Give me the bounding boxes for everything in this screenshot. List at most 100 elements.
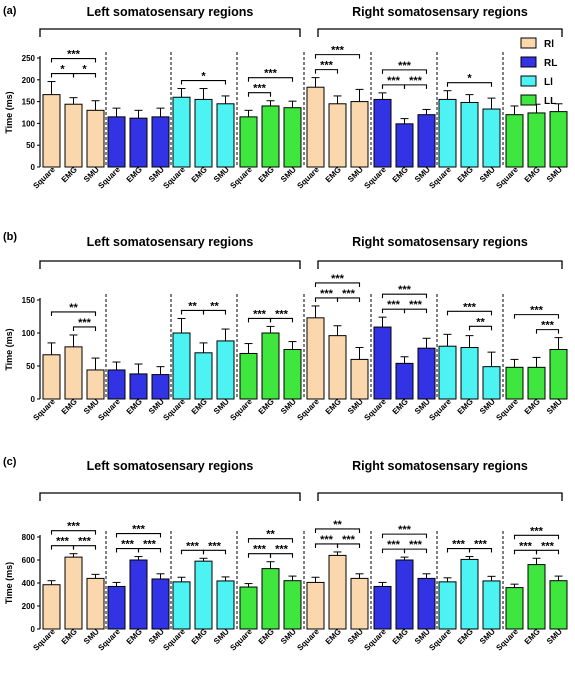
significance-label: ***: [275, 308, 289, 320]
significance-label: ***: [208, 540, 222, 552]
y-tick-label: 50: [26, 141, 35, 150]
bar: [261, 105, 280, 168]
left-region-label: Left somatosensary regions: [87, 235, 254, 249]
y-tick-label: 100: [22, 329, 36, 338]
legend-swatch: [520, 56, 537, 68]
category-label: Square: [494, 627, 520, 653]
category-label: SMU: [478, 627, 497, 646]
bar: [239, 116, 258, 168]
y-axis-label: Time (ms): [4, 328, 14, 370]
significance-label: ***: [320, 60, 334, 72]
bar: [417, 114, 436, 168]
left-region-bracket: [39, 492, 301, 501]
significance-bracket: [403, 84, 428, 89]
bar: [283, 107, 302, 168]
category-label: Square: [362, 627, 388, 653]
y-tick-label: 200: [22, 602, 36, 611]
significance-bracket: [137, 547, 162, 553]
significance-bracket: [535, 329, 560, 334]
bar: [306, 581, 325, 630]
category-label: EMG: [190, 397, 209, 416]
y-axis-label: Time (ms): [4, 562, 14, 604]
legend-label: LL: [544, 96, 556, 107]
bar: [283, 580, 302, 630]
significance-bracket: [247, 77, 294, 82]
bar: [438, 581, 457, 630]
significance-label: ***: [463, 301, 477, 313]
bar: [151, 578, 170, 630]
significance-label: ***: [264, 68, 278, 80]
significance-label: ***: [398, 524, 412, 536]
bar: [216, 580, 235, 630]
bar: [328, 554, 347, 630]
significance-bracket: [72, 545, 97, 550]
category-label: Square: [427, 627, 453, 653]
category-label: SMU: [545, 397, 564, 416]
significance-bracket: [381, 533, 428, 539]
significance-label: ***: [342, 534, 356, 546]
category-label: Square: [96, 627, 122, 653]
panel-label: (a): [3, 5, 17, 17]
significance-label: ***: [409, 539, 423, 551]
category-label: EMG: [391, 165, 410, 184]
bar: [129, 559, 148, 630]
significance-label: ***: [331, 45, 345, 57]
significance-label: ***: [409, 75, 423, 87]
right-region-label: Right somatosensary regions: [352, 5, 528, 19]
significance-label: ***: [474, 539, 488, 551]
bar: [283, 349, 302, 400]
bar: [350, 101, 369, 168]
category-label: Square: [295, 627, 321, 653]
y-tick-label: 0: [31, 625, 36, 634]
significance-bracket: [247, 92, 272, 97]
significance-label: ***: [78, 536, 92, 548]
category-label: SMU: [279, 627, 298, 646]
right-region-label: Right somatosensary regions: [352, 459, 528, 473]
significance-bracket: [180, 79, 227, 85]
bar: [460, 558, 479, 630]
significance-label: ***: [541, 320, 555, 332]
significance-label: ***: [387, 75, 401, 87]
significance-bracket: [336, 297, 361, 302]
left-region-bracket: [39, 28, 301, 37]
significance-label: *: [201, 71, 206, 83]
significance-label: ***: [67, 49, 81, 61]
category-label: Square: [161, 165, 187, 191]
bar: [417, 347, 436, 400]
significance-label: ***: [541, 540, 555, 552]
significance-bracket: [247, 538, 294, 543]
significance-bracket: [72, 326, 97, 331]
significance-label: ***: [121, 539, 135, 551]
significance-label: **: [476, 316, 485, 328]
legend-swatch: [520, 75, 537, 87]
category-label: SMU: [279, 165, 298, 184]
significance-label: ***: [186, 540, 200, 552]
significance-bracket: [403, 548, 428, 554]
bar: [216, 103, 235, 168]
bar: [261, 332, 280, 400]
category-label: SMU: [346, 397, 365, 416]
panel-label: (b): [3, 231, 17, 243]
bar: [194, 560, 213, 630]
significance-bracket: [314, 282, 361, 287]
category-label: Square: [228, 627, 254, 653]
bar: [460, 347, 479, 400]
bar: [261, 568, 280, 630]
category-label: Square: [362, 397, 388, 423]
significance-bracket: [535, 549, 560, 555]
significance-label: **: [266, 529, 275, 541]
category-label: EMG: [324, 165, 343, 184]
significance-bracket: [269, 317, 294, 323]
significance-label: ***: [342, 288, 356, 300]
category-label: EMG: [60, 627, 79, 646]
bar: [64, 346, 83, 400]
significance-label: **: [69, 302, 78, 314]
significance-bracket: [513, 534, 560, 540]
bar: [527, 564, 546, 630]
bar: [194, 98, 213, 168]
category-label: EMG: [190, 165, 209, 184]
significance-bracket: [314, 69, 339, 74]
category-label: SMU: [212, 397, 231, 416]
left-region-label: Left somatosensary regions: [87, 459, 254, 473]
bar: [306, 86, 325, 168]
